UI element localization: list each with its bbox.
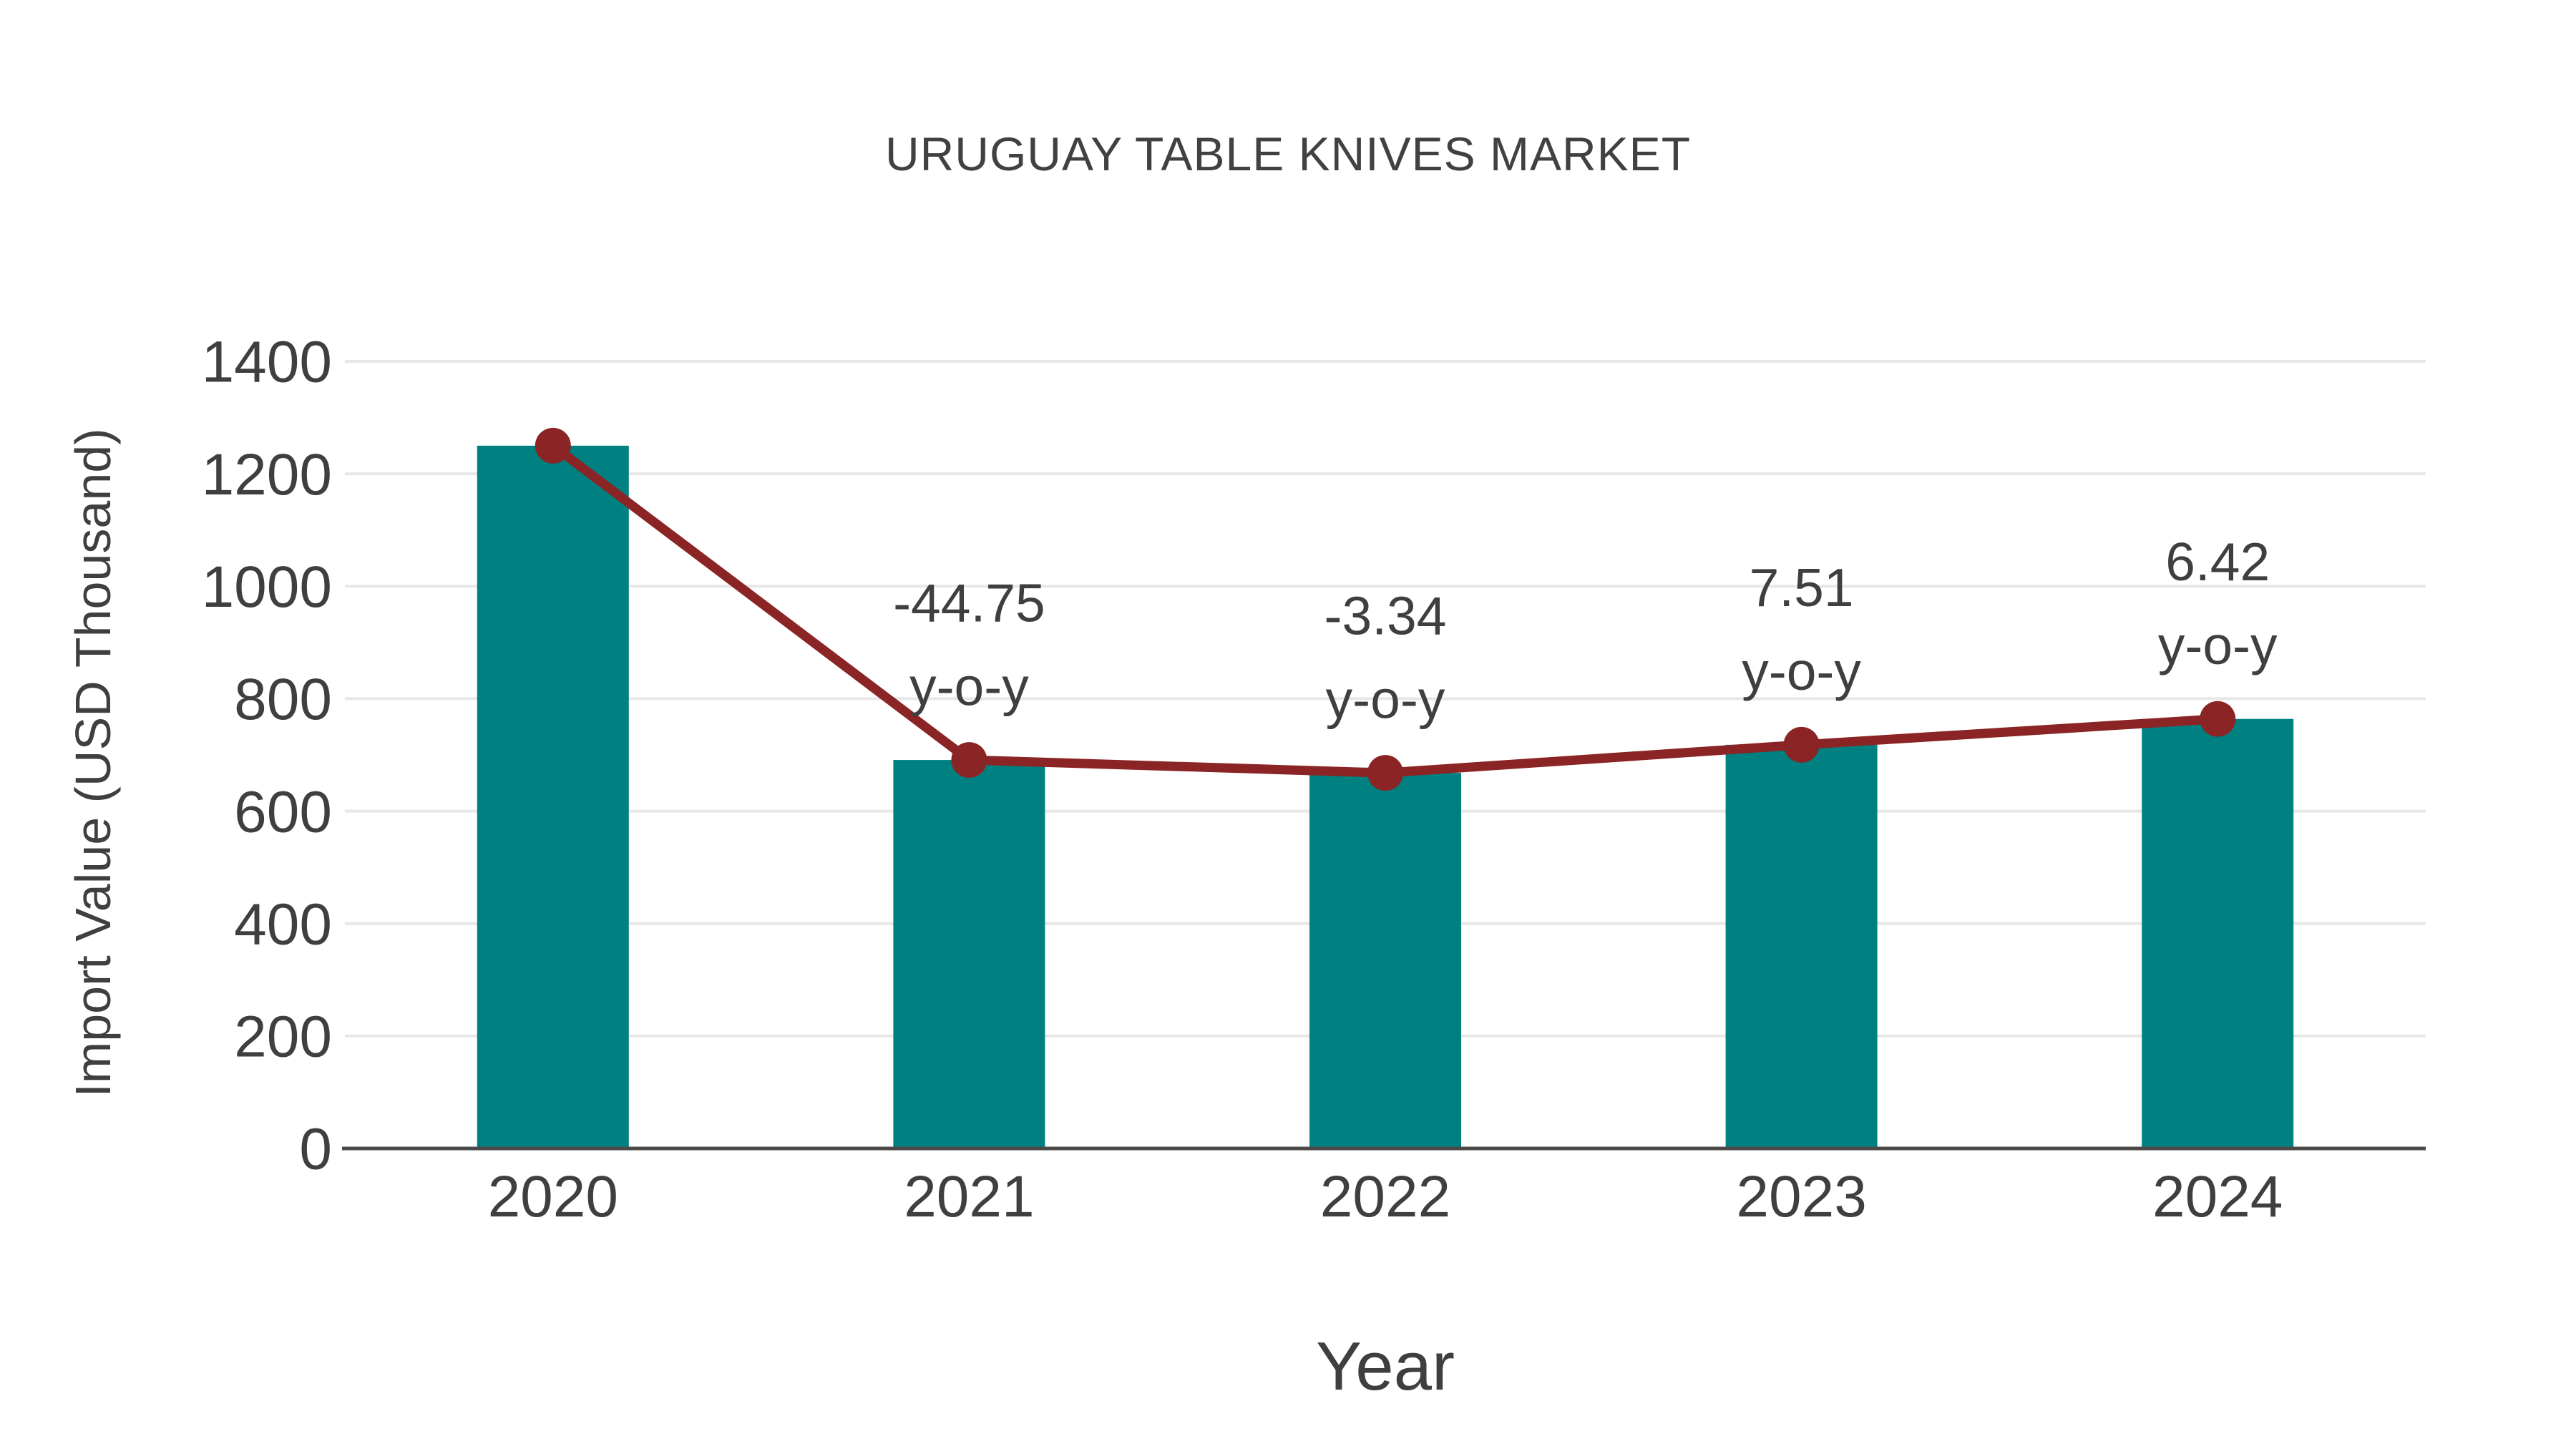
trend-marker-2020 [535,427,571,464]
x-axis-title: Year [1316,1328,1455,1405]
trend-marker-2023 [1783,726,1820,763]
y-tick-label-1200: 1200 [202,442,332,507]
annotation-suffix-2022: y-o-y [1326,669,1445,729]
x-tick-label-2022: 2022 [1320,1164,1450,1229]
x-tick-label-2024: 2024 [2152,1164,2283,1229]
trend-marker-2022 [1367,755,1403,791]
bar-2023 [1725,744,1878,1147]
x-tick-label-2020: 2020 [488,1164,618,1229]
annotation-value-2021: -44.75 [893,572,1045,633]
bar-2021 [893,760,1045,1147]
bar-2024 [2142,718,2294,1147]
x-tick-label-2023: 2023 [1736,1164,1866,1229]
annotation-value-2024: 6.42 [2165,532,2270,592]
annotation-suffix-2021: y-o-y [909,656,1029,716]
bar-2020 [477,445,629,1147]
y-tick-label-0: 0 [299,1117,332,1182]
y-tick-label-1000: 1000 [202,555,332,620]
trend-marker-2024 [2200,701,2236,737]
y-tick-label-800: 800 [234,667,332,732]
x-tick-label-2021: 2021 [904,1164,1034,1229]
y-tick-label-1400: 1400 [202,330,332,395]
annotation-suffix-2023: y-o-y [1742,641,1861,701]
chart-title: URUGUAY TABLE KNIVES MARKET [884,127,1692,180]
y-tick-label-400: 400 [234,892,332,957]
y-tick-label-200: 200 [234,1005,332,1070]
annotation-value-2022: -3.34 [1324,585,1447,645]
bar-2022 [1309,773,1461,1147]
annotation-suffix-2024: y-o-y [2158,615,2278,675]
annotation-value-2023: 7.51 [1750,557,1854,618]
trend-marker-2021 [951,742,987,779]
y-tick-label-600: 600 [234,779,332,844]
y-axis-title: Import Value (USD Thousand) [65,428,121,1098]
